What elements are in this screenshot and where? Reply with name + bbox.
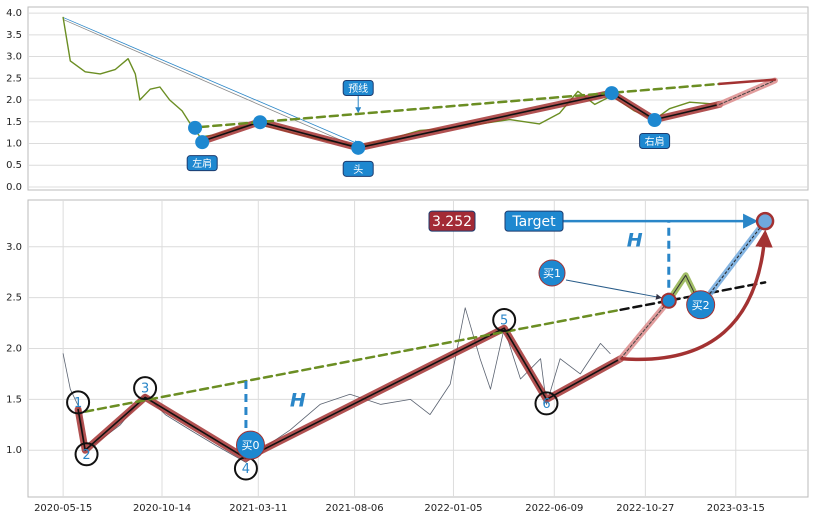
point-label: 左肩 xyxy=(192,157,212,170)
pattern-point xyxy=(492,308,517,333)
point-label: 头 xyxy=(353,164,363,176)
pattern-point-label: 3 xyxy=(141,382,149,397)
pattern-point xyxy=(66,390,91,415)
y-tick-label: 0.0 xyxy=(6,182,22,193)
buy-label: 买1 xyxy=(543,267,561,280)
key-point xyxy=(253,115,268,130)
plot-area xyxy=(27,6,809,191)
x-tick-label: 2022-06-09 xyxy=(525,503,583,514)
height-label: H xyxy=(627,230,643,252)
curve-arrow xyxy=(620,229,773,362)
y-tick-label: 2.0 xyxy=(6,95,22,106)
x-tick-label: 2021-03-11 xyxy=(229,503,287,514)
key-point xyxy=(188,120,203,135)
y-tick-label: 1.5 xyxy=(6,117,22,128)
guide-line xyxy=(62,19,357,148)
buy-point xyxy=(660,292,677,309)
point-label-box xyxy=(186,155,218,172)
key-point xyxy=(647,113,662,128)
target-value-box xyxy=(428,210,476,232)
guide-line xyxy=(62,17,360,145)
projection-line xyxy=(620,300,670,360)
point-label-box xyxy=(639,133,671,150)
breakout-line xyxy=(700,220,766,307)
buy-label: 买2 xyxy=(692,299,710,312)
point-label-box xyxy=(342,160,374,177)
x-tick-label: 2022-01-05 xyxy=(424,503,482,514)
y-tick-label: 3.0 xyxy=(6,242,22,253)
y-tick-label: 1.0 xyxy=(6,445,22,456)
height-label: H xyxy=(290,390,306,412)
key-point xyxy=(351,140,366,155)
y-tick-label: 2.5 xyxy=(6,73,22,84)
pattern-point xyxy=(534,391,559,416)
neckline xyxy=(83,308,622,413)
neckline-extension xyxy=(718,78,777,86)
buy-arrow xyxy=(565,279,662,300)
y-tick-label: 0.5 xyxy=(6,160,22,171)
pattern-point-label: 2 xyxy=(82,448,90,463)
y-tick-label: 2.0 xyxy=(6,344,22,355)
pattern-point xyxy=(74,442,99,467)
y-tick-label: 1.0 xyxy=(6,138,22,149)
x-tick-label: 2022-10-27 xyxy=(616,503,674,514)
buy-label: 买0 xyxy=(241,439,259,452)
key-point xyxy=(604,86,619,101)
pattern-point-label: 6 xyxy=(542,397,550,412)
x-tick-label: 2023-03-15 xyxy=(707,503,765,514)
neckline-label-box xyxy=(342,80,374,96)
y-tick-label: 4.0 xyxy=(6,8,22,19)
x-tick-label: 2021-08-06 xyxy=(326,503,384,514)
pattern-point xyxy=(133,376,158,401)
buy-label-circle xyxy=(538,259,566,287)
buy-point xyxy=(235,430,265,460)
y-tick-label: 3.0 xyxy=(6,52,22,63)
target-label-box xyxy=(504,210,564,232)
key-point xyxy=(195,135,210,150)
projection-line xyxy=(719,80,776,105)
target-label: Target xyxy=(511,214,556,230)
pattern-point-label: 1 xyxy=(74,396,82,411)
y-tick-label: 1.5 xyxy=(6,394,22,405)
pattern-point-label: 4 xyxy=(242,462,250,477)
neckline-label: 预线 xyxy=(348,82,368,95)
x-tick-label: 2020-05-15 xyxy=(34,503,92,514)
target-point xyxy=(755,211,775,231)
target-value: 3.252 xyxy=(432,214,472,230)
pattern-line xyxy=(201,92,721,149)
point-label: 右肩 xyxy=(645,135,665,148)
neckline xyxy=(199,82,721,129)
x-tick-label: 2020-10-14 xyxy=(133,503,191,514)
y-tick-label: 3.5 xyxy=(6,30,22,41)
buy-point xyxy=(686,290,716,320)
pattern-point-label: 5 xyxy=(500,314,508,329)
y-tick-label: 2.5 xyxy=(6,293,22,304)
